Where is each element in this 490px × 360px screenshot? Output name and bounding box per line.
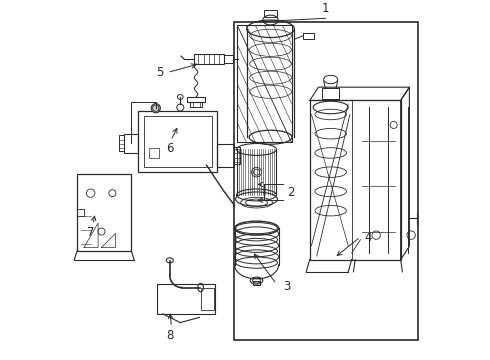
- Bar: [237, 25, 292, 143]
- Bar: [224, 55, 233, 63]
- Bar: [303, 33, 314, 39]
- Bar: [322, 88, 340, 99]
- Bar: [144, 116, 212, 167]
- Bar: [119, 135, 123, 151]
- Bar: [190, 102, 202, 107]
- Text: 8: 8: [166, 329, 173, 342]
- Bar: [264, 9, 277, 17]
- Bar: [187, 97, 205, 102]
- Ellipse shape: [151, 104, 160, 113]
- Text: 1: 1: [322, 2, 329, 15]
- Text: 2: 2: [287, 186, 294, 199]
- Text: 3: 3: [284, 280, 291, 293]
- Bar: [138, 111, 217, 172]
- Bar: [310, 100, 401, 260]
- Text: 5: 5: [156, 66, 164, 79]
- Bar: [194, 54, 224, 64]
- Bar: [201, 288, 214, 310]
- Text: 4: 4: [364, 231, 371, 244]
- Bar: [217, 144, 234, 167]
- Bar: [234, 147, 240, 165]
- Bar: [253, 280, 260, 285]
- Bar: [123, 134, 138, 153]
- Text: 7: 7: [87, 226, 95, 239]
- Bar: [156, 284, 215, 314]
- Bar: [234, 22, 418, 340]
- Bar: [77, 174, 131, 251]
- Bar: [149, 148, 159, 158]
- Text: 6: 6: [166, 142, 173, 155]
